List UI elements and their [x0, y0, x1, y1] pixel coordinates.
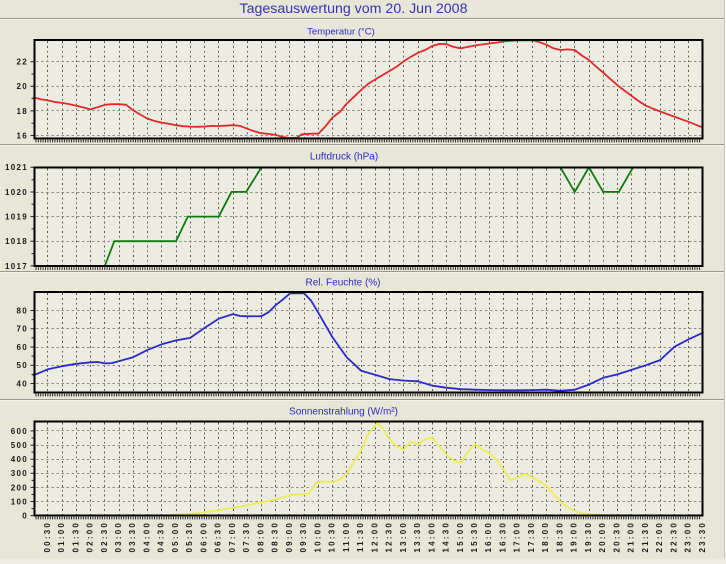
- svg-text:02:30: 02:30: [100, 521, 109, 552]
- svg-text:02:00: 02:00: [86, 521, 95, 552]
- svg-text:00:30: 00:30: [43, 521, 52, 552]
- svg-text:1019: 1019: [5, 213, 28, 222]
- svg-text:Sonnenstrahlung (W/m²): Sonnenstrahlung (W/m²): [289, 407, 398, 418]
- svg-text:23:00: 23:00: [684, 521, 693, 552]
- svg-text:50: 50: [17, 361, 29, 370]
- svg-text:20:00: 20:00: [598, 521, 607, 552]
- svg-text:21:30: 21:30: [641, 521, 650, 552]
- svg-text:Temperatur (°C): Temperatur (°C): [307, 26, 375, 37]
- svg-text:300: 300: [11, 469, 28, 478]
- svg-text:06:30: 06:30: [214, 521, 223, 552]
- svg-text:20:30: 20:30: [612, 521, 621, 552]
- svg-text:11:00: 11:00: [342, 521, 351, 552]
- svg-text:23:30: 23:30: [698, 521, 707, 552]
- svg-text:1018: 1018: [5, 237, 28, 246]
- svg-text:10:00: 10:00: [313, 521, 322, 552]
- svg-text:03:00: 03:00: [114, 521, 123, 552]
- svg-text:09:30: 09:30: [299, 521, 308, 552]
- svg-text:16:00: 16:00: [484, 521, 493, 552]
- svg-text:500: 500: [11, 441, 28, 450]
- svg-text:17:30: 17:30: [527, 521, 536, 552]
- svg-text:14:30: 14:30: [442, 521, 451, 552]
- svg-text:05:30: 05:30: [185, 521, 194, 552]
- svg-text:14:00: 14:00: [427, 521, 436, 552]
- svg-text:11:30: 11:30: [356, 521, 365, 552]
- svg-text:04:00: 04:00: [143, 521, 152, 552]
- svg-text:22: 22: [17, 58, 29, 67]
- svg-text:17:00: 17:00: [513, 521, 522, 552]
- svg-text:Tagesauswertung vom 20. Jun 20: Tagesauswertung vom 20. Jun 2008: [240, 1, 468, 17]
- svg-text:03:30: 03:30: [128, 521, 137, 552]
- svg-text:21:00: 21:00: [627, 521, 636, 552]
- svg-text:100: 100: [11, 497, 28, 506]
- svg-text:18:30: 18:30: [555, 521, 564, 552]
- svg-text:20: 20: [17, 82, 29, 91]
- svg-text:1021: 1021: [5, 163, 28, 172]
- svg-text:16:30: 16:30: [499, 521, 508, 552]
- svg-text:Luftdruck (hPa): Luftdruck (hPa): [310, 151, 378, 162]
- svg-text:22:00: 22:00: [655, 521, 664, 552]
- svg-text:08:30: 08:30: [271, 521, 280, 552]
- svg-text:1020: 1020: [5, 188, 28, 197]
- svg-text:200: 200: [11, 483, 28, 492]
- svg-text:01:30: 01:30: [71, 521, 80, 552]
- svg-text:06:00: 06:00: [199, 521, 208, 552]
- svg-text:07:30: 07:30: [242, 521, 251, 552]
- svg-text:0: 0: [22, 512, 28, 521]
- svg-text:18:00: 18:00: [541, 521, 550, 552]
- svg-text:19:30: 19:30: [584, 521, 593, 552]
- svg-text:40: 40: [17, 379, 29, 388]
- svg-text:1017: 1017: [5, 262, 28, 271]
- svg-text:04:30: 04:30: [157, 521, 166, 552]
- svg-text:60: 60: [17, 343, 29, 352]
- svg-text:400: 400: [11, 455, 28, 464]
- svg-text:12:30: 12:30: [385, 521, 394, 552]
- svg-text:10:30: 10:30: [328, 521, 337, 552]
- svg-text:07:00: 07:00: [228, 521, 237, 552]
- svg-text:13:30: 13:30: [413, 521, 422, 552]
- svg-text:16: 16: [17, 131, 29, 140]
- svg-text:15:30: 15:30: [470, 521, 479, 552]
- svg-text:18: 18: [17, 107, 29, 116]
- svg-text:80: 80: [17, 306, 29, 315]
- svg-text:12:00: 12:00: [370, 521, 379, 552]
- svg-text:19:00: 19:00: [570, 521, 579, 552]
- svg-text:22:30: 22:30: [669, 521, 678, 552]
- svg-text:600: 600: [11, 427, 28, 436]
- svg-text:05:00: 05:00: [171, 521, 180, 552]
- svg-text:Rel. Feuchte (%): Rel. Feuchte (%): [305, 277, 380, 288]
- svg-text:08:00: 08:00: [256, 521, 265, 552]
- svg-text:01:00: 01:00: [57, 521, 66, 552]
- svg-text:70: 70: [17, 325, 29, 334]
- svg-text:13:00: 13:00: [399, 521, 408, 552]
- svg-text:09:00: 09:00: [285, 521, 294, 552]
- svg-text:15:00: 15:00: [456, 521, 465, 552]
